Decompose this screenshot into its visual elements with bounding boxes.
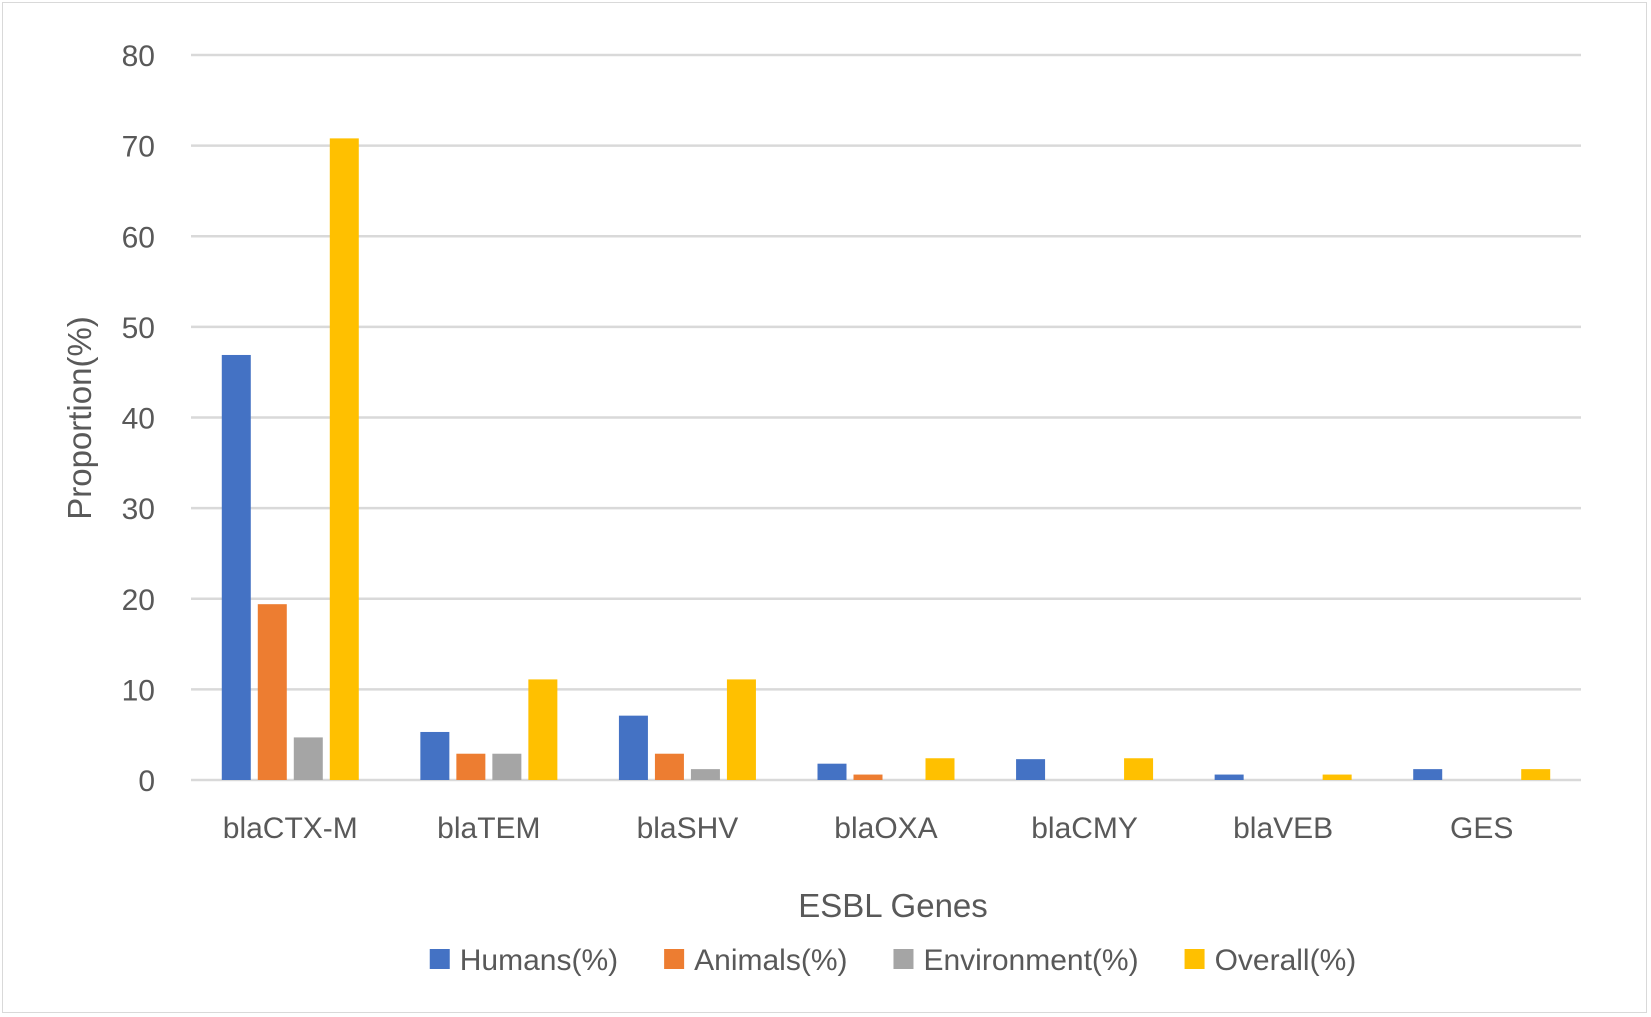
x-tick-label: blaTEM — [437, 812, 540, 845]
bar-blatem-environment — [492, 753, 522, 780]
y-axis-title: Proportion(%) — [61, 316, 98, 520]
legend: Humans(%) Animals(%) Environment(%) Overall… — [429, 944, 1357, 977]
gridlines — [191, 53, 1581, 782]
x-tick-label: blaCMY — [1031, 812, 1138, 845]
legend-label: Humans(%) — [460, 944, 618, 977]
x-tick-label: blaSHV — [637, 812, 739, 845]
bar-blaoxa-humans — [817, 763, 847, 780]
y-tick-label: 70 — [122, 131, 155, 164]
x-tick-label: blaOXA — [834, 812, 937, 845]
y-tick-label: 60 — [122, 221, 155, 254]
bars — [221, 138, 1551, 780]
bar-blaveb-overall — [1322, 774, 1352, 780]
bar-blashv-humans — [618, 715, 648, 780]
bar-blacmy-humans — [1016, 759, 1046, 780]
y-tick-label: 30 — [122, 493, 155, 526]
legend-swatch — [893, 949, 914, 969]
bar-blactx-m-humans — [221, 354, 251, 780]
x-axis-ticks: blaCTX-M blaTEM blaSHV blaOXA blaCMY blaVEB GE… — [223, 812, 1514, 845]
bar-blashv-overall — [726, 679, 756, 780]
x-tick-label: GES — [1450, 812, 1513, 845]
legend-swatch — [429, 949, 450, 969]
bar-blaoxa-animals — [853, 774, 883, 780]
legend-swatch — [664, 949, 685, 969]
bar-blatem-humans — [420, 731, 450, 780]
y-tick-label: 80 — [122, 40, 155, 73]
y-axis-ticks: 0 10 20 30 40 50 60 70 80 — [122, 40, 155, 798]
bar-blaveb-humans — [1214, 774, 1244, 780]
x-tick-label: blaCTX-M — [223, 812, 358, 845]
bar-blatem-animals — [456, 753, 486, 780]
legend-label: Overall(%) — [1215, 944, 1357, 977]
bar-blatem-overall — [528, 679, 558, 780]
y-tick-label: 10 — [122, 674, 155, 707]
bar-blaoxa-overall — [925, 758, 955, 780]
y-tick-label: 20 — [122, 584, 155, 617]
x-tick-label: blaVEB — [1233, 812, 1333, 845]
y-tick-label: 50 — [122, 312, 155, 345]
y-tick-label: 40 — [122, 403, 155, 436]
legend-swatch — [1184, 949, 1205, 969]
bar-ges-humans — [1413, 769, 1443, 780]
x-axis-title: ESBL Genes — [798, 887, 988, 924]
legend-label: Environment(%) — [923, 944, 1138, 977]
bar-blashv-animals — [654, 753, 684, 780]
bar-blashv-environment — [690, 769, 720, 780]
bar-ges-overall — [1521, 769, 1551, 780]
bar-blactx-m-environment — [293, 737, 323, 780]
legend-label: Animals(%) — [694, 944, 847, 977]
bar-blactx-m-animals — [257, 604, 287, 780]
y-tick-label: 0 — [138, 765, 155, 798]
bar-blactx-m-overall — [329, 138, 359, 780]
bar-blacmy-overall — [1124, 758, 1154, 780]
